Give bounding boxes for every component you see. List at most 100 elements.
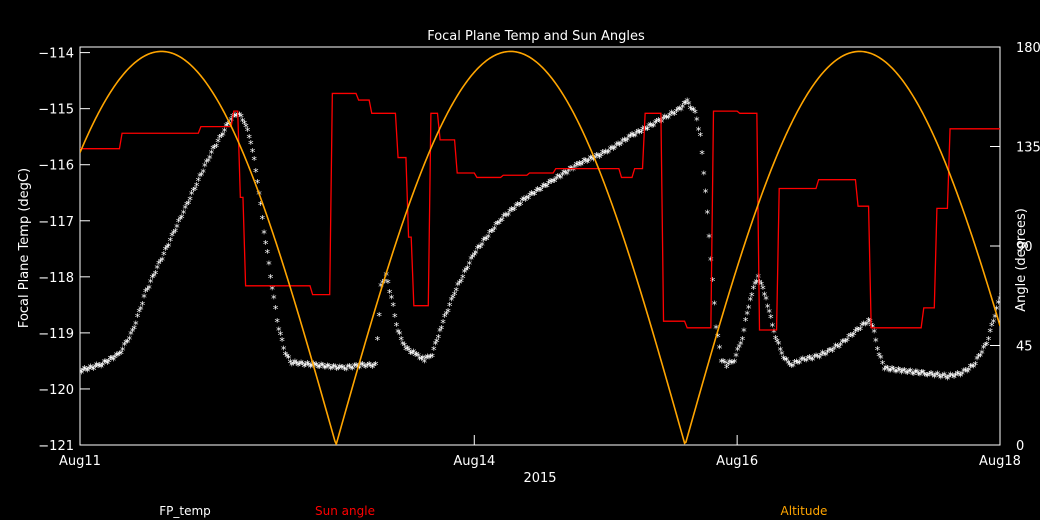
fp-temp-point: * (461, 266, 468, 279)
fp-temp-point: * (123, 337, 130, 350)
fp-temp-point: * (788, 361, 795, 374)
fp-temp-point: * (744, 308, 751, 321)
fp-temp-point: * (602, 146, 609, 159)
fp-temp-point: * (407, 348, 414, 361)
fp-temp-point: * (522, 195, 529, 208)
fp-temp-point: * (926, 369, 933, 382)
fp-temp-point: * (728, 358, 735, 371)
fp-temp-point: * (363, 362, 370, 375)
fp-temp-point: * (798, 354, 805, 367)
fp-temp-point: * (109, 353, 116, 366)
fp-temp-point: * (829, 346, 836, 359)
fp-temp-point: * (134, 311, 141, 324)
fp-temp-point: * (907, 366, 914, 379)
fp-temp-point: * (321, 363, 328, 376)
fp-temp-point: * (673, 106, 680, 119)
fp-temp-point: * (609, 142, 616, 155)
fp-temp-point: * (491, 224, 498, 237)
fp-temp-point: * (900, 365, 907, 378)
fp-temp-point: * (671, 109, 678, 122)
fp-temp-point: * (104, 358, 111, 371)
fp-temp-point: * (951, 372, 958, 385)
fp-temp-point: * (77, 366, 84, 379)
left-tick-label: −118 (38, 271, 74, 286)
fp-temp-point: * (640, 124, 647, 137)
fp-temp-point: * (198, 169, 205, 182)
fp-temp-point: * (593, 150, 600, 163)
fp-temp-point: * (466, 259, 473, 272)
fp-temp-point: * (977, 351, 984, 364)
fp-temp-point: * (619, 135, 626, 148)
fp-temp-point: * (662, 111, 669, 124)
fp-temp-point: * (369, 362, 376, 375)
fp-temp-point: * (396, 329, 403, 342)
fp-temp-point: * (510, 205, 517, 218)
fp-temp-point: * (814, 352, 821, 365)
fp-temp-point: * (682, 98, 689, 111)
fp-temp-point: * (156, 258, 163, 271)
fp-temp-point: * (341, 364, 348, 377)
fp-temp-point: * (890, 364, 897, 377)
fp-temp-point: * (551, 176, 558, 189)
fp-temp-point: * (116, 348, 123, 361)
fp-temp-point: * (630, 131, 637, 144)
fp-temp-point: * (453, 285, 460, 298)
fp-temp-point: * (480, 235, 487, 248)
fp-temp-point: * (972, 359, 979, 372)
fp-temp-point: * (598, 150, 605, 163)
fp-temp-point: * (440, 317, 447, 330)
fp-temp-point: * (711, 298, 718, 311)
fp-temp-point: * (318, 360, 325, 373)
fp-temp-point: * (685, 98, 692, 111)
fp-temp-point: * (582, 155, 589, 168)
fp-temp-point: * (149, 272, 156, 285)
fp-temp-point: * (309, 360, 316, 373)
fp-temp-point: * (274, 316, 281, 329)
fp-temp-point: * (764, 302, 771, 315)
fp-temp-point: * (832, 341, 839, 354)
fp-temp-point: * (112, 352, 119, 365)
fp-temp-point: * (391, 311, 398, 324)
fp-temp-point: * (469, 251, 476, 264)
fp-temp-point: * (585, 155, 592, 168)
fp-temp-point: * (508, 204, 515, 217)
fp-temp-point: * (796, 357, 803, 370)
fp-temp-point: * (871, 327, 878, 340)
fp-temp-point: * (162, 244, 169, 257)
fp-temp-point: * (264, 247, 271, 260)
fp-temp-point: * (819, 348, 826, 361)
fp-temp-point: * (969, 361, 976, 374)
fp-temp-point: * (872, 335, 879, 348)
fp-temp-point: * (736, 341, 743, 354)
fp-temp-point: * (578, 160, 585, 173)
fp-temp-point: * (266, 259, 273, 272)
fp-temp-point: * (139, 299, 146, 312)
fp-temp-point: * (90, 364, 97, 377)
fp-temp-point: * (985, 334, 992, 347)
fp-temp-point: * (635, 126, 642, 139)
fp-temp-point: * (722, 357, 729, 370)
fp-temp-point: * (192, 184, 199, 197)
fp-temp-point: * (441, 311, 448, 324)
fp-temp-point: * (298, 357, 305, 370)
fp-temp-point: * (959, 369, 966, 382)
fp-temp-point: * (562, 168, 569, 181)
fp-temp-point: * (929, 370, 936, 383)
fp-temp-point: * (542, 181, 549, 194)
fp-temp-point: * (941, 370, 948, 383)
fp-temp-point: * (803, 356, 810, 369)
fp-temp-point: * (228, 115, 235, 128)
fp-temp-point: * (1036, 191, 1040, 204)
fp-temp-point: * (655, 115, 662, 128)
fp-temp-point: * (451, 289, 458, 302)
fp-temp-point: * (742, 315, 749, 328)
fp-temp-point: * (949, 371, 956, 384)
fp-temp-point: * (849, 331, 856, 344)
fp-temp-point: * (967, 361, 974, 374)
fp-temp-point: * (388, 293, 395, 306)
fp-temp-point: * (769, 321, 776, 334)
fp-temp-point: * (432, 338, 439, 351)
fp-temp-point: * (554, 171, 561, 184)
fp-temp-point: * (213, 141, 220, 154)
fp-temp-point: * (367, 361, 374, 374)
